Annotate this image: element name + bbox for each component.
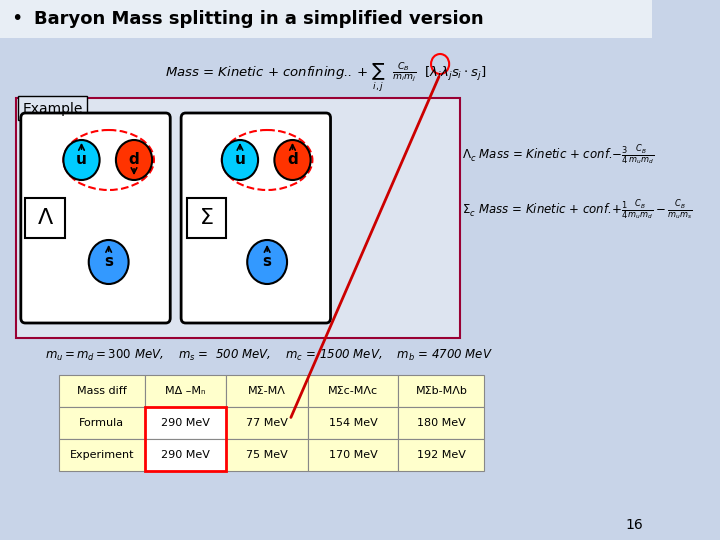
Text: Mass = Kinetic + confining.. + $\sum_{i,j}$  $\frac{C_B}{m_i m_j}$  $[\lambda_i : Mass = Kinetic + confining.. + $\sum_{i,… (166, 61, 487, 95)
Text: Formula: Formula (79, 418, 125, 428)
FancyBboxPatch shape (398, 407, 485, 439)
Text: s: s (263, 254, 271, 269)
FancyBboxPatch shape (17, 98, 460, 338)
FancyBboxPatch shape (308, 375, 398, 407)
FancyBboxPatch shape (18, 96, 87, 120)
FancyBboxPatch shape (186, 198, 226, 238)
Text: MΔ –Mₙ: MΔ –Mₙ (166, 386, 206, 396)
Circle shape (63, 140, 99, 180)
FancyBboxPatch shape (59, 375, 145, 407)
FancyBboxPatch shape (398, 375, 485, 407)
FancyBboxPatch shape (25, 198, 66, 238)
Text: 192 MeV: 192 MeV (417, 450, 466, 460)
Text: MΣb-MΛb: MΣb-MΛb (415, 386, 467, 396)
FancyBboxPatch shape (59, 407, 145, 439)
FancyBboxPatch shape (308, 439, 398, 471)
Text: •: • (11, 10, 22, 29)
Text: $\Lambda$: $\Lambda$ (37, 208, 54, 228)
FancyBboxPatch shape (226, 407, 308, 439)
Text: Baryon Mass splitting in a simplified version: Baryon Mass splitting in a simplified ve… (35, 10, 484, 28)
FancyBboxPatch shape (181, 113, 330, 323)
Text: MΣc-MΛc: MΣc-MΛc (328, 386, 378, 396)
Text: 180 MeV: 180 MeV (417, 418, 466, 428)
Text: 170 MeV: 170 MeV (329, 450, 377, 460)
Circle shape (116, 140, 152, 180)
Text: 290 MeV: 290 MeV (161, 450, 210, 460)
Text: 154 MeV: 154 MeV (329, 418, 377, 428)
Text: MΣ-MΛ: MΣ-MΛ (248, 386, 286, 396)
Text: u: u (235, 152, 246, 167)
FancyBboxPatch shape (398, 439, 485, 471)
FancyBboxPatch shape (145, 439, 226, 471)
Circle shape (222, 140, 258, 180)
Text: u: u (76, 152, 87, 167)
Text: 75 MeV: 75 MeV (246, 450, 288, 460)
Text: 16: 16 (625, 518, 643, 532)
FancyBboxPatch shape (59, 439, 145, 471)
FancyBboxPatch shape (226, 439, 308, 471)
Text: s: s (104, 254, 113, 269)
FancyBboxPatch shape (0, 0, 652, 38)
Text: d: d (287, 152, 298, 167)
FancyBboxPatch shape (308, 407, 398, 439)
Text: $\Sigma_c$ Mass = Kinetic + conf.$+\frac{1}{4}\frac{C_B}{m_u m_d} - \frac{C_B}{m: $\Sigma_c$ Mass = Kinetic + conf.$+\frac… (462, 198, 693, 221)
Text: 290 MeV: 290 MeV (161, 418, 210, 428)
Circle shape (247, 240, 287, 284)
Circle shape (274, 140, 310, 180)
Text: 77 MeV: 77 MeV (246, 418, 288, 428)
Text: d: d (129, 152, 140, 167)
Text: $\Lambda_c$ Mass = Kinetic + conf.$-\frac{3}{4}\frac{C_B}{m_u m_d}$: $\Lambda_c$ Mass = Kinetic + conf.$-\fra… (462, 144, 654, 167)
FancyBboxPatch shape (226, 375, 308, 407)
Text: $\Sigma$: $\Sigma$ (199, 208, 214, 228)
Text: Mass diff: Mass diff (77, 386, 127, 396)
FancyBboxPatch shape (145, 375, 226, 407)
Circle shape (89, 240, 129, 284)
Text: $m_u = m_d = 300$ MeV,    $m_s$ =  500 MeV,    $m_c$ = 1500 MeV,    $m_b$ = 4700: $m_u = m_d = 300$ MeV, $m_s$ = 500 MeV, … (45, 347, 493, 362)
FancyBboxPatch shape (145, 407, 226, 439)
FancyBboxPatch shape (21, 113, 170, 323)
Text: Experiment: Experiment (70, 450, 134, 460)
Text: Example: Example (22, 102, 83, 116)
